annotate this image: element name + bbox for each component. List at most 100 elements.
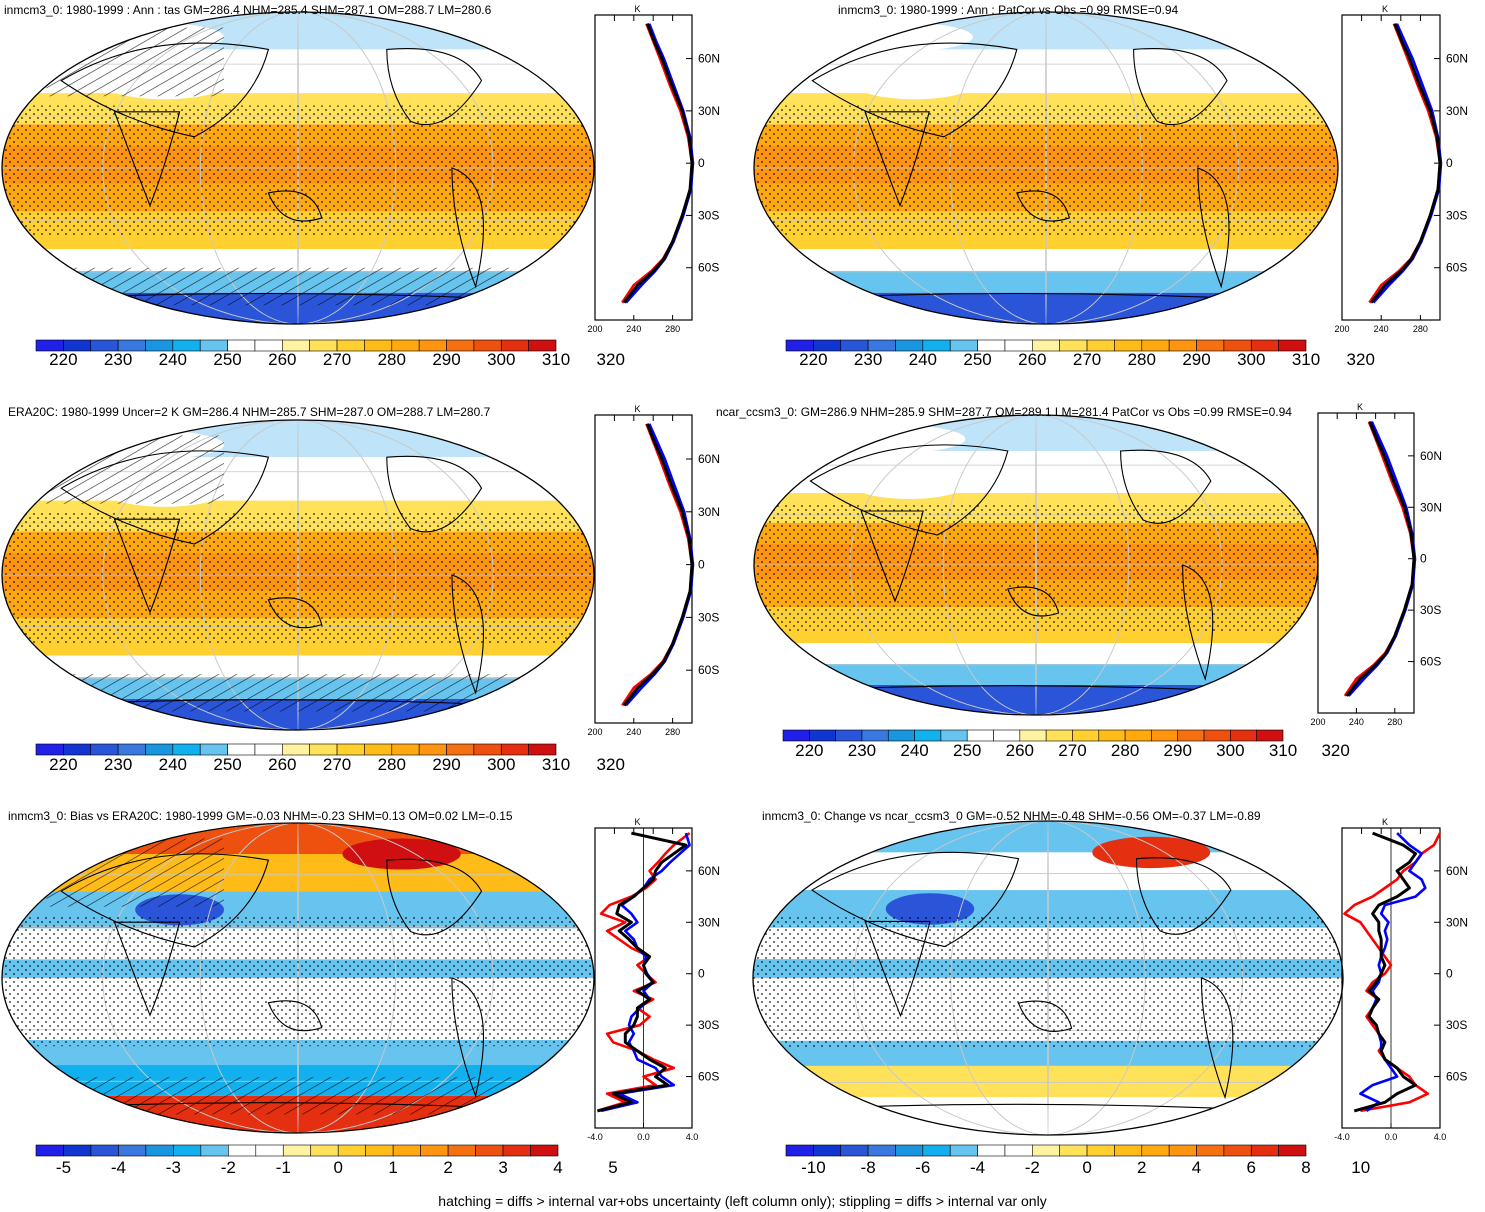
colorbar-swatch bbox=[310, 1144, 339, 1157]
colorbar-swatch bbox=[1124, 729, 1152, 742]
panel-5: inmcm3_0: Bias vs ERA20C: 1980-1999 GM=-… bbox=[1, 809, 720, 1177]
coast-africa bbox=[113, 111, 181, 207]
coast-australia bbox=[1007, 586, 1060, 617]
colorbar-label: 300 bbox=[1237, 350, 1265, 369]
colorbar-swatch bbox=[117, 743, 146, 756]
region-canada-anomaly bbox=[1092, 836, 1211, 869]
colorbar-label: -8 bbox=[861, 1158, 876, 1177]
profile-ytick-label: 30N bbox=[698, 505, 720, 519]
profile-ytick-label: 30S bbox=[698, 1018, 719, 1032]
band-arctic bbox=[754, 415, 1318, 451]
map-border bbox=[753, 11, 1339, 325]
colorbar-swatch bbox=[1278, 339, 1307, 352]
profile-unit: K bbox=[1357, 402, 1363, 412]
colorbar-swatch bbox=[914, 729, 942, 742]
colorbar-label: 270 bbox=[1058, 741, 1086, 760]
panel-2: inmcm3_0: 1980-1999 : Ann : PatCor vs Ob… bbox=[753, 3, 1468, 369]
map-field bbox=[753, 821, 1343, 1135]
profile-ytick-label: 60S bbox=[1446, 261, 1467, 275]
profile-ytick-label: 30N bbox=[1420, 500, 1442, 514]
colorbar-label: 320 bbox=[1347, 350, 1375, 369]
profile-xtick-label: 240 bbox=[1374, 324, 1389, 334]
colorbar-label: 260 bbox=[1018, 350, 1046, 369]
stippling bbox=[2, 105, 594, 237]
profile-ytick-label: 60S bbox=[698, 261, 719, 275]
colorbar-label: 320 bbox=[597, 350, 625, 369]
colorbar-label: 310 bbox=[542, 755, 570, 774]
coast-eurasia bbox=[809, 444, 1009, 536]
colorbar-swatch bbox=[391, 743, 420, 756]
colorbar-swatch bbox=[835, 729, 863, 742]
profile-ytick-label: 0 bbox=[698, 156, 705, 170]
band-subantarctic bbox=[754, 643, 1318, 664]
panel-title: inmcm3_0: 1980-1999 : Ann : PatCor vs Ob… bbox=[838, 3, 1179, 17]
colorbar: 220 230 240 250 260 270 280 290 300 310 320 bbox=[785, 339, 1375, 369]
map-field bbox=[754, 415, 1318, 715]
colorbar: -5 -4 -3 -2 -1 0 1 2 3 4 5 bbox=[35, 1144, 618, 1177]
colorbar-label: -3 bbox=[166, 1158, 181, 1177]
band-arctic bbox=[753, 821, 1343, 853]
colorbar-label: 300 bbox=[487, 350, 515, 369]
colorbar-swatch bbox=[255, 1144, 284, 1157]
profile-xtick-label: -4.0 bbox=[587, 1132, 603, 1142]
colorbar: -10 -8 -6 -4 -2 0 2 4 6 8 10 bbox=[785, 1144, 1370, 1177]
colorbar-swatch bbox=[446, 743, 475, 756]
colorbar-swatch bbox=[35, 743, 64, 756]
colorbar-label: 260 bbox=[268, 350, 296, 369]
band-southern-ocean bbox=[754, 664, 1318, 685]
region-canada-anomaly bbox=[342, 838, 461, 870]
profile-ytick-label: 30N bbox=[698, 915, 720, 929]
profile-ytick-label: 30N bbox=[698, 104, 720, 118]
colorbar-swatch bbox=[475, 1144, 504, 1157]
profile-xtick-label: 0.0 bbox=[1385, 1132, 1398, 1142]
colorbar-swatch bbox=[1256, 729, 1284, 742]
coast-south-america bbox=[1200, 977, 1234, 1100]
hatching-south bbox=[2, 1077, 594, 1115]
zonal-profile: K 60N 30N 0 30S 60S -4.0 0.0 4.0 bbox=[587, 817, 720, 1142]
coast-eurasia bbox=[60, 42, 270, 138]
colorbar-swatch bbox=[949, 1144, 978, 1157]
profile-xtick-label: 200 bbox=[587, 727, 602, 737]
profile-ytick-label: 30S bbox=[1446, 208, 1467, 222]
profile-xtick-label: 0.0 bbox=[637, 1132, 650, 1142]
profile-ytick-label: 60N bbox=[698, 52, 720, 66]
colorbar-label: -2 bbox=[1025, 1158, 1040, 1177]
colorbar-label: 0 bbox=[333, 1158, 342, 1177]
coast-africa bbox=[860, 510, 924, 603]
colorbar-swatch bbox=[922, 1144, 951, 1157]
coast-australia bbox=[1017, 1000, 1073, 1032]
colorbar-swatch bbox=[228, 1144, 257, 1157]
colorbar-swatch bbox=[887, 729, 915, 742]
colorbar-swatch bbox=[337, 1144, 366, 1157]
colorbar-swatch bbox=[473, 743, 502, 756]
profile-ytick-label: 60N bbox=[698, 452, 720, 466]
map-field bbox=[2, 12, 594, 324]
colorbar-label: 270 bbox=[323, 350, 351, 369]
profile-series-1 bbox=[1368, 23, 1442, 304]
band-subantarctic bbox=[754, 249, 1338, 271]
profile-ytick-label: 0 bbox=[1446, 967, 1453, 981]
profile-frame bbox=[1317, 412, 1415, 714]
profile-ytick-label: 0 bbox=[1446, 156, 1453, 170]
panel-title: inmcm3_0: Bias vs ERA20C: 1980-1999 GM=-… bbox=[8, 809, 513, 823]
colorbar-label: 240 bbox=[159, 350, 187, 369]
colorbar-swatch bbox=[282, 1144, 312, 1157]
profile-series-3 bbox=[622, 423, 694, 707]
colorbar-swatch bbox=[172, 743, 201, 756]
band-subantarctic bbox=[2, 655, 594, 678]
coast-eurasia bbox=[60, 853, 270, 948]
coast-north-america bbox=[386, 455, 483, 533]
profile-ytick-label: 60N bbox=[1446, 52, 1468, 66]
profile-xtick-label: 200 bbox=[1334, 324, 1349, 334]
stippling bbox=[2, 916, 594, 1047]
colorbar-label: 300 bbox=[1216, 741, 1244, 760]
profile-ytick-label: 30S bbox=[698, 610, 719, 624]
panel-3: ERA20C: 1980-1999 Uncer=2 K GM=286.4 NHM… bbox=[1, 404, 720, 774]
colorbar-label: 280 bbox=[378, 350, 406, 369]
colorbar: 220 230 240 250 260 270 280 290 300 310 320 bbox=[782, 729, 1350, 760]
colorbar-label: 320 bbox=[1321, 741, 1349, 760]
coast-eurasia bbox=[810, 851, 1020, 948]
colorbar-label: 250 bbox=[213, 350, 241, 369]
coast-africa bbox=[864, 111, 930, 207]
